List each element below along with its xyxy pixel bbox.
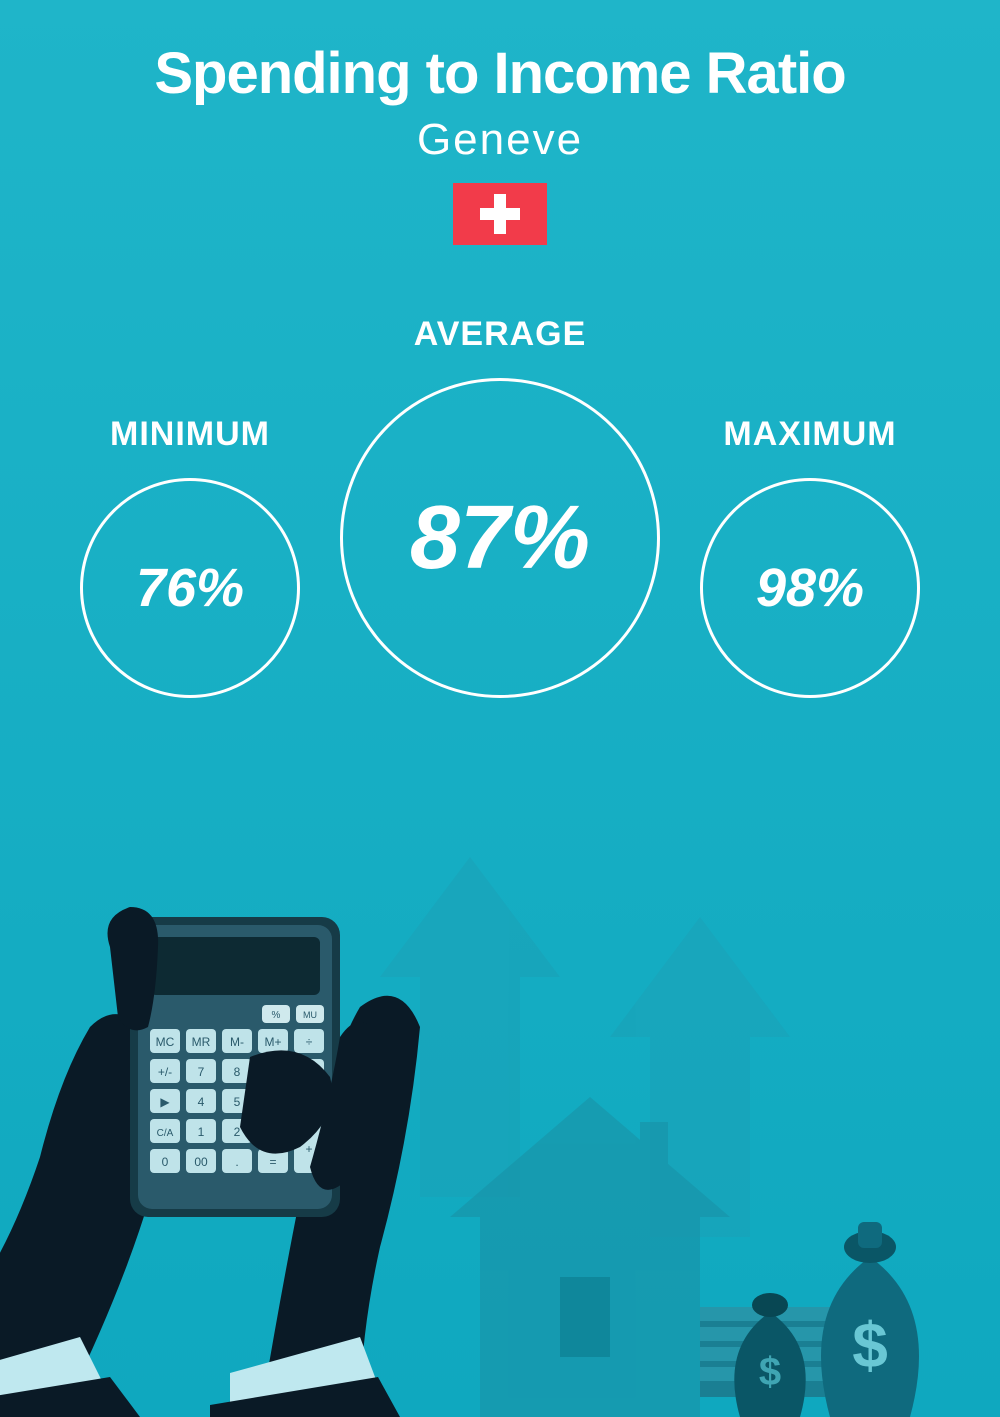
svg-text:+: + (305, 1142, 312, 1156)
stat-average: AVERAGE 87% (340, 315, 660, 698)
svg-text:9: 9 (270, 1065, 277, 1079)
svg-text:4: 4 (198, 1095, 205, 1109)
stat-minimum: MINIMUM 76% (80, 415, 300, 698)
svg-text:3: 3 (270, 1125, 277, 1139)
svg-text:÷: ÷ (306, 1035, 313, 1049)
svg-text:M-: M- (230, 1035, 244, 1049)
page-subtitle: Geneve (0, 115, 1000, 165)
stat-minimum-value: 76% (136, 557, 244, 619)
svg-text:$: $ (852, 1309, 888, 1381)
svg-text:0: 0 (162, 1155, 169, 1169)
svg-text:×: × (305, 1065, 312, 1079)
stat-maximum-label: MAXIMUM (723, 415, 896, 454)
stat-average-value: 87% (410, 487, 590, 590)
svg-text:$: $ (759, 1350, 781, 1394)
flag-cross-icon (480, 194, 520, 234)
svg-text:%: % (272, 1010, 281, 1021)
swiss-flag-icon (453, 183, 547, 245)
stat-minimum-label: MINIMUM (110, 415, 270, 454)
house-icon (450, 1097, 730, 1417)
money-bag-icon: $ $ (734, 1222, 919, 1417)
svg-text:2: 2 (234, 1125, 241, 1139)
illustration: $ $ % MU MC MR (0, 777, 1000, 1417)
svg-text:.: . (235, 1155, 238, 1169)
stat-maximum-value: 98% (756, 557, 864, 619)
svg-text:▶: ▶ (160, 1095, 170, 1109)
svg-text:MC: MC (156, 1035, 175, 1049)
stat-average-circle: 87% (340, 378, 660, 698)
svg-text:M+: M+ (264, 1035, 281, 1049)
stat-maximum-circle: 98% (700, 478, 920, 698)
stat-average-label: AVERAGE (414, 315, 587, 354)
cash-stack-icon (700, 1307, 840, 1397)
svg-text:5: 5 (234, 1095, 241, 1109)
svg-text:−: − (305, 1095, 312, 1109)
stat-maximum: MAXIMUM 98% (700, 415, 920, 698)
svg-text:C/A: C/A (157, 1128, 174, 1139)
calculator-icon: % MU MC MR M- M+ ÷ +/- 7 8 9 × ▶ (130, 917, 340, 1217)
arrow-icon (380, 857, 790, 1237)
svg-text:00: 00 (194, 1155, 208, 1169)
page-title: Spending to Income Ratio (0, 40, 1000, 107)
header: Spending to Income Ratio Geneve (0, 0, 1000, 245)
finger-overlay-icon (108, 907, 381, 1190)
svg-text:7: 7 (198, 1065, 205, 1079)
svg-text:MU: MU (303, 1010, 317, 1020)
stat-minimum-circle: 76% (80, 478, 300, 698)
svg-text:8: 8 (234, 1065, 241, 1079)
svg-text:+/-: +/- (158, 1065, 172, 1079)
left-hand-icon (0, 1014, 160, 1417)
svg-text:=: = (269, 1155, 276, 1169)
stats-row: MINIMUM 76% AVERAGE 87% MAXIMUM 98% (0, 315, 1000, 698)
svg-text:1: 1 (198, 1125, 205, 1139)
svg-text:6: 6 (270, 1095, 277, 1109)
right-hand-icon (210, 996, 420, 1417)
svg-text:MR: MR (192, 1035, 211, 1049)
